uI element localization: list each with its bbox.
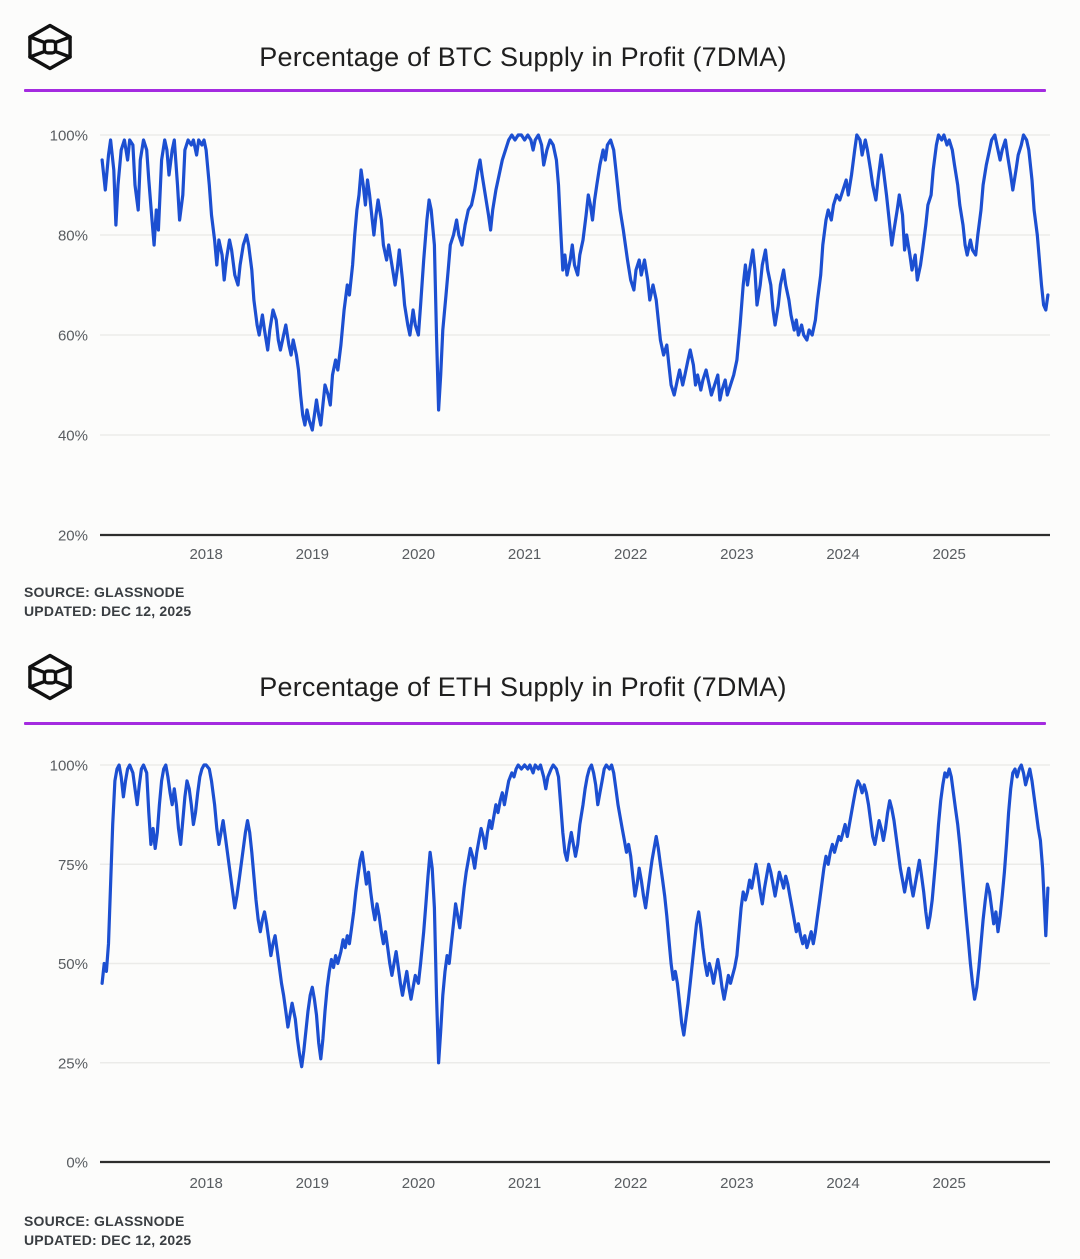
- x-tick-label: 2024: [826, 1175, 859, 1192]
- x-tick-label: 2021: [508, 546, 541, 563]
- y-tick-label: 20%: [58, 528, 88, 545]
- series-line: [100, 133, 1050, 432]
- x-tick-label: 2018: [189, 1175, 222, 1192]
- x-tick-label: 2024: [826, 546, 859, 563]
- btc-line-chart: 100% 80% 60% 40% 20% 2018 2019 2020 2021 2022 2023…: [50, 128, 1050, 563]
- y-tick-label: 25%: [58, 1055, 88, 1072]
- accent-divider: [24, 89, 1046, 92]
- y-tick-label: 60%: [58, 328, 88, 345]
- x-tick-label: 2023: [720, 1175, 753, 1192]
- y-tick-label: 40%: [58, 428, 88, 445]
- source-block: SOURCE: GLASSNODE UPDATED: DEC 12, 2025: [24, 1212, 191, 1250]
- series-line: [100, 763, 1050, 1069]
- y-tick-label: 0%: [66, 1155, 88, 1172]
- y-tick-label: 80%: [58, 228, 88, 245]
- x-tick-label: 2025: [932, 1175, 965, 1192]
- updated-label: UPDATED: DEC 12, 2025: [24, 603, 192, 619]
- y-tick-label: 100%: [50, 128, 88, 145]
- x-tick-label: 2019: [296, 546, 329, 563]
- x-tick-label: 2023: [720, 546, 753, 563]
- glassnode-logo-icon: [28, 23, 72, 71]
- y-tick-label: 100%: [50, 758, 88, 775]
- btc-chart-title: Percentage of BTC Supply in Profit (7DMA…: [259, 42, 787, 72]
- x-tick-label: 2018: [189, 546, 222, 563]
- updated-label: UPDATED: DEC 12, 2025: [24, 1232, 192, 1248]
- y-tick-label: 50%: [58, 956, 88, 973]
- eth-chart-title: Percentage of ETH Supply in Profit (7DMA…: [259, 672, 787, 702]
- x-tick-label: 2021: [508, 1175, 541, 1192]
- x-tick-label: 2020: [402, 546, 435, 563]
- eth-line-chart: 100% 75% 50% 25% 0% 2018 2019 2020 2021 2022 2023 2…: [50, 758, 1050, 1192]
- glassnode-logo-icon: [28, 653, 72, 701]
- x-tick-label: 2020: [402, 1175, 435, 1192]
- x-tick-label: 2019: [296, 1175, 329, 1192]
- source-label: SOURCE: GLASSNODE: [24, 584, 185, 600]
- source-block: SOURCE: GLASSNODE UPDATED: DEC 12, 2025: [24, 583, 191, 621]
- x-tick-label: 2022: [614, 546, 647, 563]
- accent-divider: [24, 722, 1046, 725]
- x-tick-label: 2022: [614, 1175, 647, 1192]
- source-label: SOURCE: GLASSNODE: [24, 1213, 185, 1229]
- x-tick-label: 2025: [932, 546, 965, 563]
- y-tick-label: 75%: [58, 857, 88, 874]
